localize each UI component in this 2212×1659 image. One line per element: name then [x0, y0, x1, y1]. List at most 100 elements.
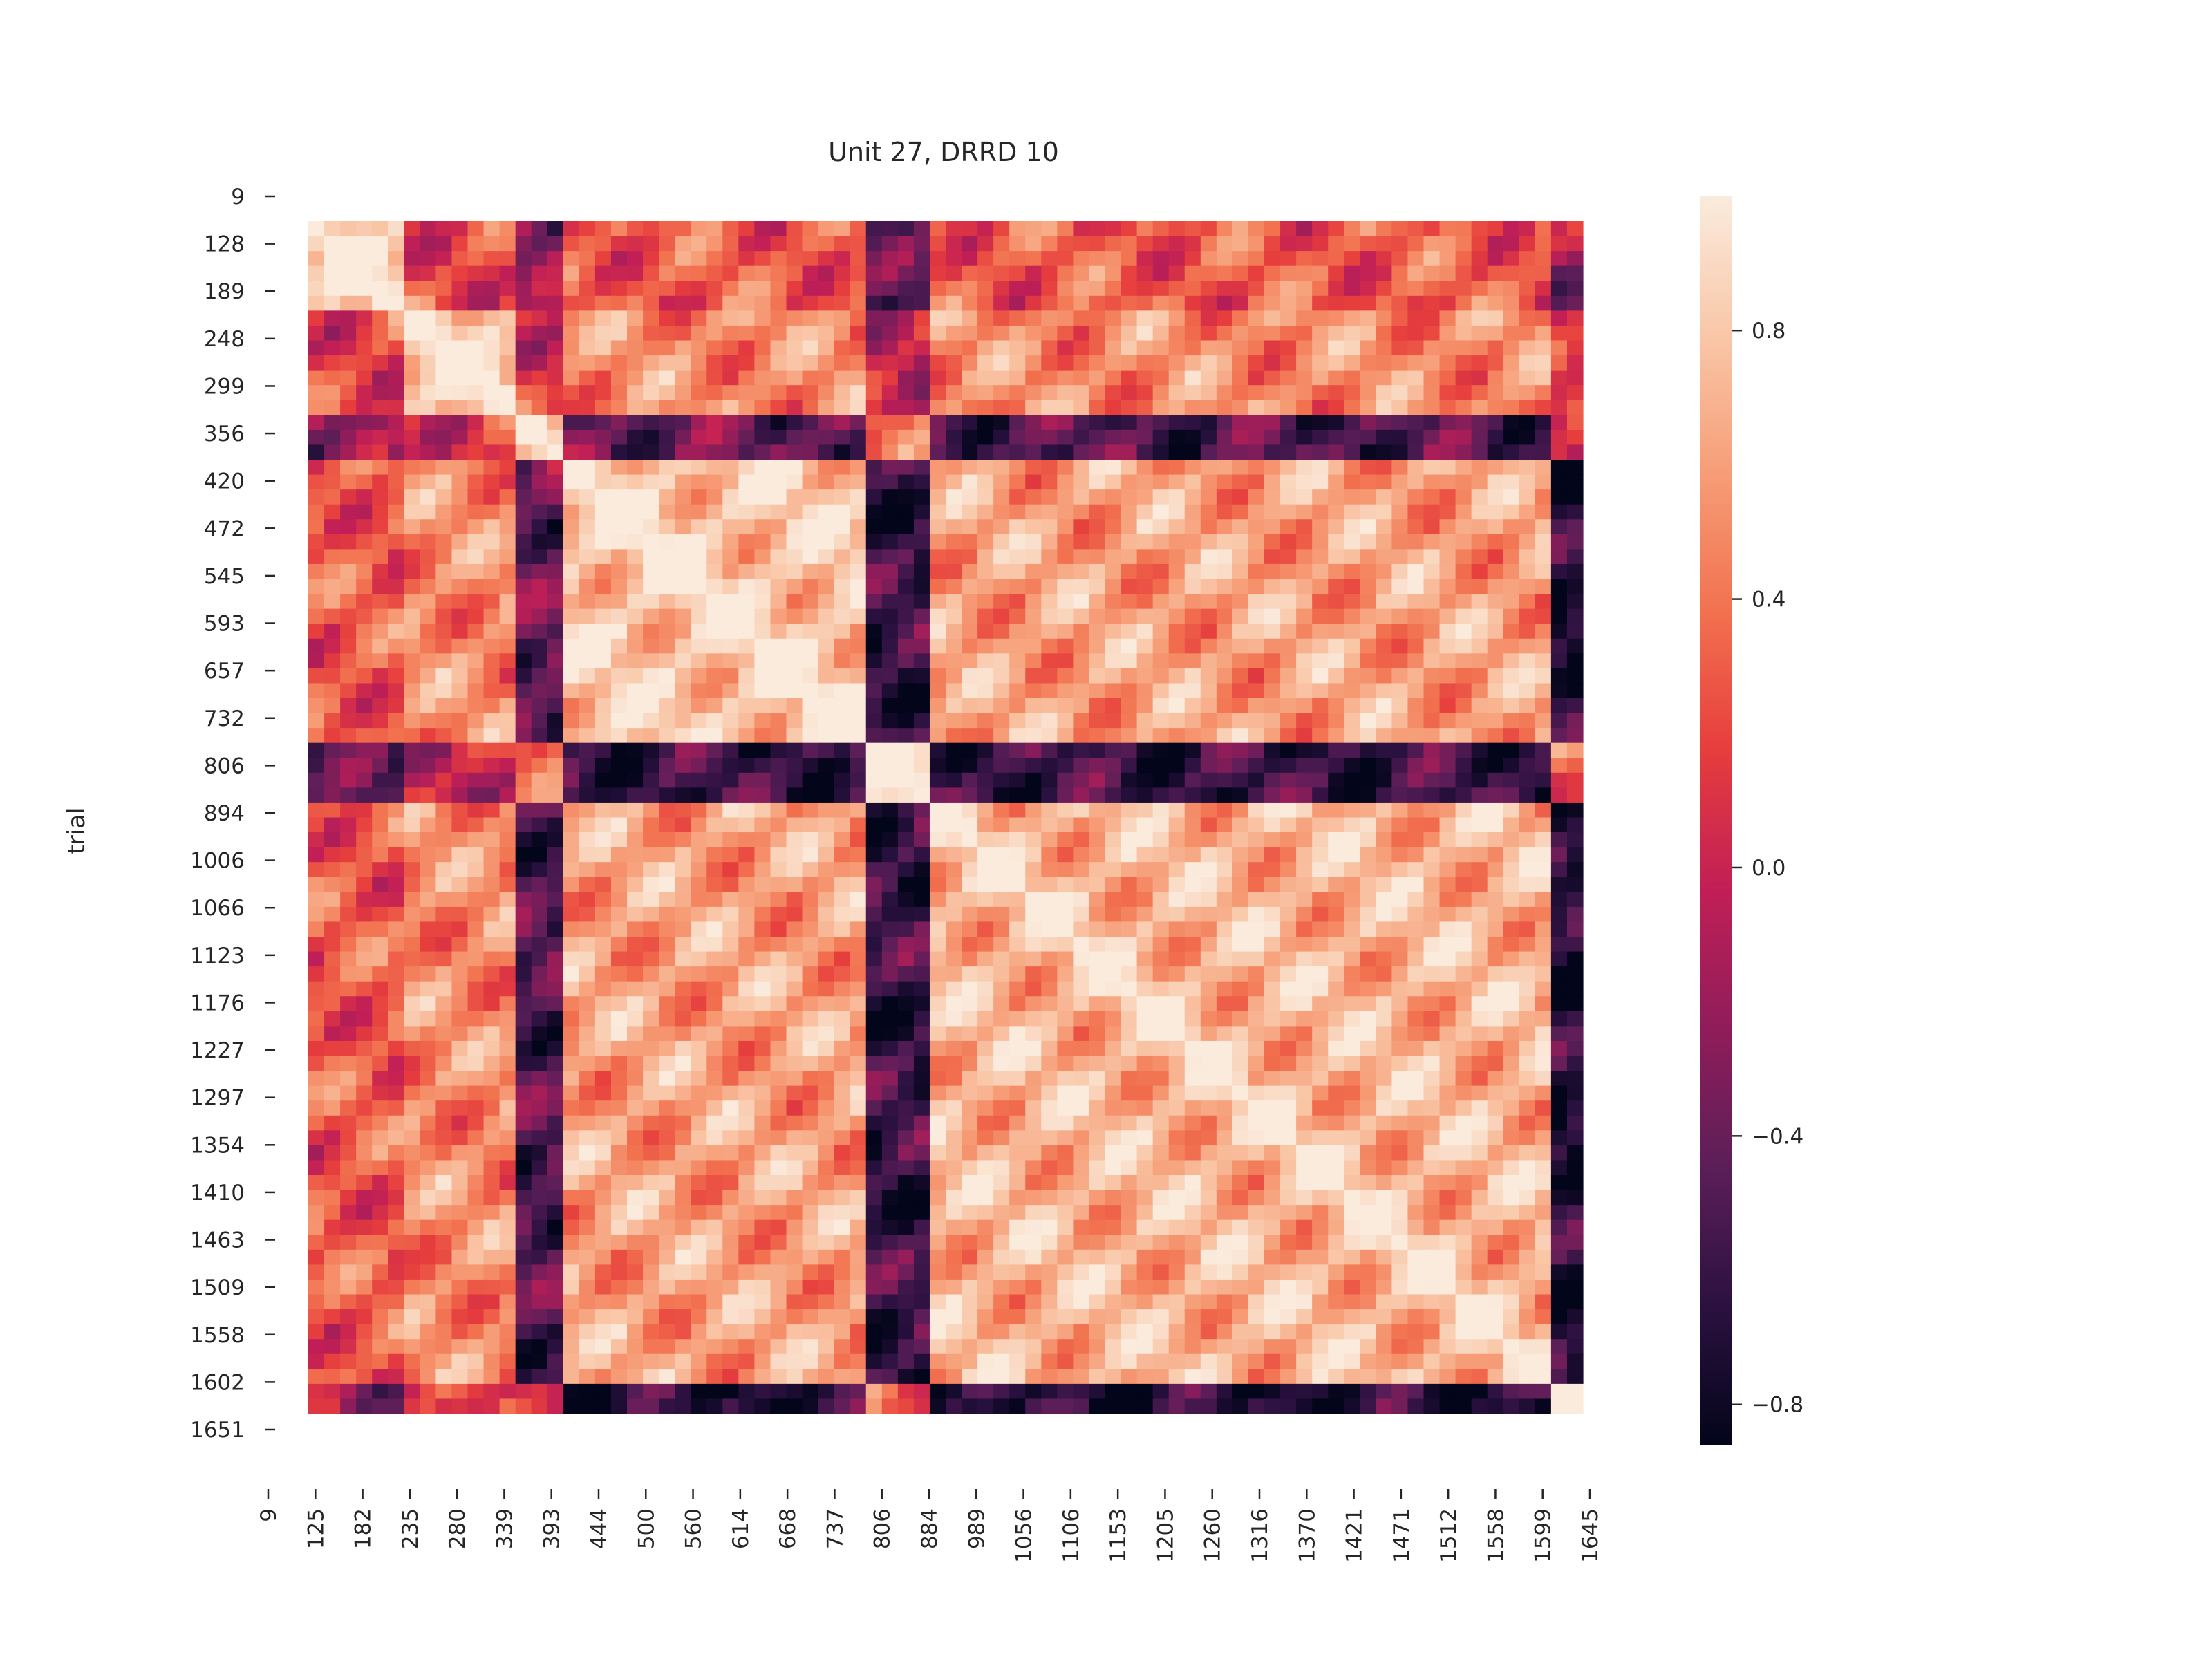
heatmap-cell	[834, 713, 851, 729]
heatmap-cell	[579, 295, 596, 311]
heatmap-cell	[802, 787, 819, 803]
heatmap-cell	[1439, 370, 1456, 386]
heatmap-cell	[547, 1026, 564, 1042]
heatmap-cell	[722, 937, 739, 953]
heatmap-cell	[1073, 504, 1090, 520]
heatmap-cell	[610, 579, 628, 594]
heatmap-cell	[1407, 668, 1425, 684]
heatmap-cell	[1105, 817, 1122, 833]
heatmap-cell	[610, 683, 628, 699]
heatmap-cell	[1455, 460, 1472, 476]
heatmap-cell	[579, 966, 596, 982]
heatmap-cell	[1296, 787, 1313, 803]
heatmap-cell	[1312, 594, 1329, 610]
heatmap-cell	[1216, 802, 1233, 818]
heatmap-cell	[643, 847, 659, 863]
heatmap-cell	[1152, 608, 1170, 624]
heatmap-cell	[962, 1085, 978, 1101]
heatmap-cell	[451, 1056, 469, 1071]
heatmap-cell	[372, 221, 388, 237]
heatmap-cell	[1248, 385, 1265, 401]
heatmap-cell	[962, 221, 978, 237]
heatmap-cell	[691, 563, 707, 580]
heatmap-cell	[356, 563, 373, 580]
heatmap-cell	[1312, 937, 1329, 953]
heatmap-cell	[404, 906, 420, 923]
heatmap-cell	[1566, 742, 1584, 758]
heatmap-cell	[1328, 608, 1344, 624]
heatmap-cell	[1168, 683, 1185, 699]
heatmap-cell	[579, 504, 596, 520]
heatmap-cell	[1471, 996, 1488, 1012]
heatmap-cell	[786, 1130, 803, 1146]
heatmap-cell	[1232, 1011, 1249, 1027]
heatmap-cell	[659, 892, 675, 908]
heatmap-cell	[897, 310, 915, 326]
heatmap-cell	[1296, 1026, 1313, 1042]
heatmap-cell	[547, 534, 564, 550]
heatmap-cell	[435, 1040, 453, 1057]
heatmap-cell	[531, 429, 548, 446]
heatmap-cell	[1152, 400, 1170, 415]
heatmap-cell	[1073, 1100, 1090, 1116]
heatmap-cell	[1360, 996, 1376, 1012]
heatmap-cell	[1216, 772, 1233, 788]
heatmap-cell	[691, 460, 707, 476]
heatmap-cell	[818, 608, 835, 624]
heatmap-cell	[1089, 489, 1106, 505]
heatmap-cell	[962, 624, 978, 639]
heatmap-cell	[818, 1130, 835, 1146]
heatmap-cell	[324, 966, 341, 982]
heatmap-cell	[420, 1011, 436, 1027]
heatmap-cell	[451, 921, 469, 937]
heatmap-cell	[499, 698, 516, 714]
heatmap-cell	[1535, 638, 1552, 654]
heatmap-cell	[929, 444, 946, 460]
heatmap-cell	[881, 996, 899, 1012]
heatmap-cell	[659, 1145, 675, 1161]
heatmap-cell	[515, 1056, 532, 1071]
heatmap-cell	[818, 742, 835, 758]
heatmap-cell	[388, 713, 404, 729]
heatmap-cell	[308, 1085, 325, 1101]
heatmap-cell	[1025, 1130, 1042, 1146]
heatmap-cell	[1566, 877, 1584, 892]
heatmap-cell	[722, 1085, 739, 1101]
heatmap-cell	[1073, 370, 1090, 386]
heatmap-cell	[340, 862, 357, 878]
heatmap-cell	[897, 742, 915, 758]
heatmap-cell	[1025, 594, 1042, 610]
heatmap-cell	[547, 340, 564, 356]
heatmap-cell	[1136, 638, 1154, 654]
heatmap-cell	[659, 862, 675, 878]
heatmap-cell	[913, 624, 930, 639]
heatmap-cell	[1439, 265, 1456, 281]
heatmap-cell	[1041, 921, 1058, 937]
heatmap-cell	[499, 444, 516, 460]
heatmap-cell	[594, 549, 612, 565]
heatmap-cell	[610, 877, 628, 892]
heatmap-cell	[515, 1011, 532, 1027]
heatmap-cell	[356, 370, 373, 386]
heatmap-cell	[913, 772, 930, 788]
heatmap-cell	[929, 862, 946, 878]
heatmap-cell	[579, 862, 596, 878]
heatmap-cell	[483, 474, 500, 490]
heatmap-cell	[754, 981, 771, 997]
heatmap-cell	[1152, 444, 1170, 460]
heatmap-cell	[722, 325, 739, 341]
heatmap-cell	[547, 847, 564, 863]
heatmap-cell	[1328, 489, 1344, 505]
heatmap-cell	[993, 847, 1010, 863]
heatmap-cell	[308, 951, 325, 967]
heatmap-cell	[627, 802, 644, 818]
heatmap-cell	[1360, 758, 1376, 774]
heatmap-cell	[850, 951, 867, 967]
heatmap-cell	[993, 415, 1010, 431]
heatmap-cell	[1328, 1056, 1344, 1071]
heatmap-cell	[1328, 1100, 1344, 1116]
heatmap-cell	[563, 668, 580, 684]
heatmap-cell	[1535, 892, 1552, 908]
heatmap-cell	[563, 355, 580, 371]
heatmap-cell	[1566, 1071, 1584, 1087]
